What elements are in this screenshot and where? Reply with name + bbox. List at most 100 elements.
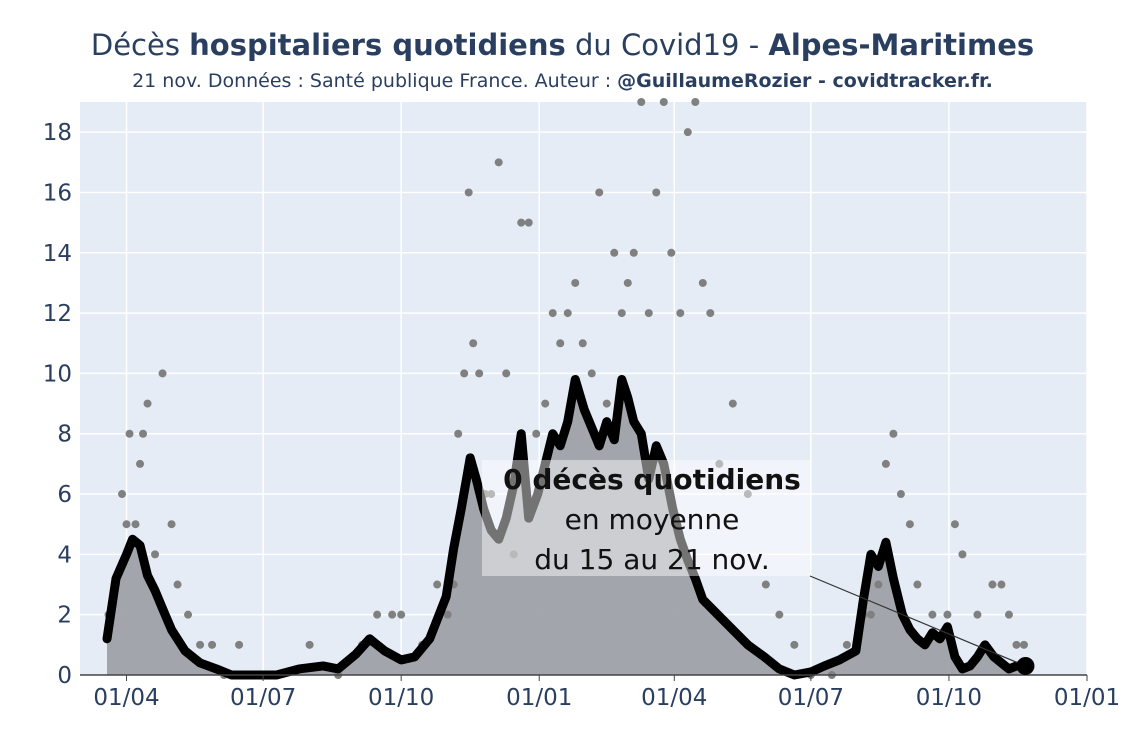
annotation-line-3: du 15 au 21 nov. [534,543,769,576]
scatter-point [556,339,565,348]
scatter-point [136,459,145,468]
scatter-point [548,309,557,318]
scatter-point [761,580,770,589]
scatter-point [842,640,851,649]
scatter-point [196,640,205,649]
scatter-point [122,520,131,529]
scatter-point [487,490,496,499]
x-tick-label: 01/07 [778,685,844,711]
scatter-point [1004,610,1013,619]
y-tick-label: 8 [57,422,72,448]
annotation-line-1: 0 décès quotidiens [503,463,801,496]
annotation-line-2: en moyenne [565,503,740,536]
scatter-point [1012,640,1021,649]
scatter-point [541,399,550,408]
y-tick-label: 10 [43,361,72,387]
x-tick-label: 01/10 [916,685,982,711]
subtitle-author: @GuillaumeRozier - covidtracker.fr. [617,70,993,92]
scatter-point [305,640,314,649]
scatter-point [131,520,140,529]
x-tick-label: 01/07 [230,685,296,711]
x-tick-label: 01/01 [1054,685,1120,711]
scatter-point [602,399,611,408]
scatter-point [509,550,518,559]
scatter-point [524,218,533,227]
scatter-point [475,369,484,378]
scatter-point [494,158,503,167]
scatter-point [1019,640,1028,649]
scatter-point [235,640,244,649]
scatter-point [874,580,883,589]
x-tick-label: 01/04 [93,685,159,711]
scatter-point [866,610,875,619]
scatter-point [587,369,596,378]
area-layer [107,379,1026,675]
annotation-box [482,460,810,576]
scatter-point [637,98,646,106]
scatter-point [683,128,692,137]
scatter-point [208,640,217,649]
x-tick-label: 01/04 [641,685,707,711]
scatter-point [571,278,580,287]
scatter-point [896,490,905,499]
scatter-point [139,429,148,438]
axes: 0 2 4 6 8 10 12 14 16 18 01/04 01/07 01/10 01/01 01/04… [43,120,1120,711]
y-tick-label: 2 [57,603,72,629]
scatter-point [464,188,473,197]
chart-subtitle: 21 nov. Données : Santé publique France.… [0,70,1125,92]
scatter-point [775,610,784,619]
scatter-point [928,610,937,619]
y-tick-label: 12 [43,301,72,327]
series-area [107,379,1026,675]
scatter-point [889,429,898,438]
scatter-point [667,248,676,257]
scatter-points [104,98,1028,679]
scatter-point [532,429,541,438]
scatter-point [629,248,638,257]
scatter-point [151,550,160,559]
scatter-point [578,339,587,348]
y-tick-label: 6 [57,482,72,508]
y-tick-label: 0 [57,663,72,689]
title-emphasis: hospitaliers quotidiens [189,28,566,62]
scatter-point [743,490,752,499]
scatter-point [988,580,997,589]
scatter-point [610,248,619,257]
scatter-point [595,188,604,197]
scatter-point [652,188,661,197]
scatter-point [173,580,182,589]
scatter-point [143,399,152,408]
x-tick-label: 01/10 [368,685,434,711]
scatter-point [563,309,572,318]
scatter-point [950,520,959,529]
scatter-point [443,610,452,619]
scatter-point [469,339,478,348]
scatter-point [905,520,914,529]
scatter-point [388,610,397,619]
scatter-point [454,429,463,438]
scatter-point [617,309,626,318]
y-tick-label: 18 [43,120,72,146]
scatter-point [691,98,700,106]
scatter-point [373,610,382,619]
scatter-point [973,610,982,619]
scatter-point [125,429,134,438]
scatter-point [167,520,176,529]
title-region: Alpes-Maritimes [768,28,1035,62]
scatter-point [913,580,922,589]
scatter-point [460,369,469,378]
scatter-point [623,278,632,287]
y-tick-label: 14 [43,241,72,267]
scatter-point [728,399,737,408]
scatter-point [881,459,890,468]
scatter-point [676,309,685,318]
scatter-point [502,369,511,378]
title-middle: du Covid19 - [565,28,769,62]
y-tick-label: 16 [43,180,72,206]
scatter-point [997,580,1006,589]
scatter-point [118,490,127,499]
scatter-point [158,369,167,378]
scatter-point [517,218,526,227]
annotation: 0 décès quotidiens en moyenne du 15 au 2… [482,460,1035,675]
